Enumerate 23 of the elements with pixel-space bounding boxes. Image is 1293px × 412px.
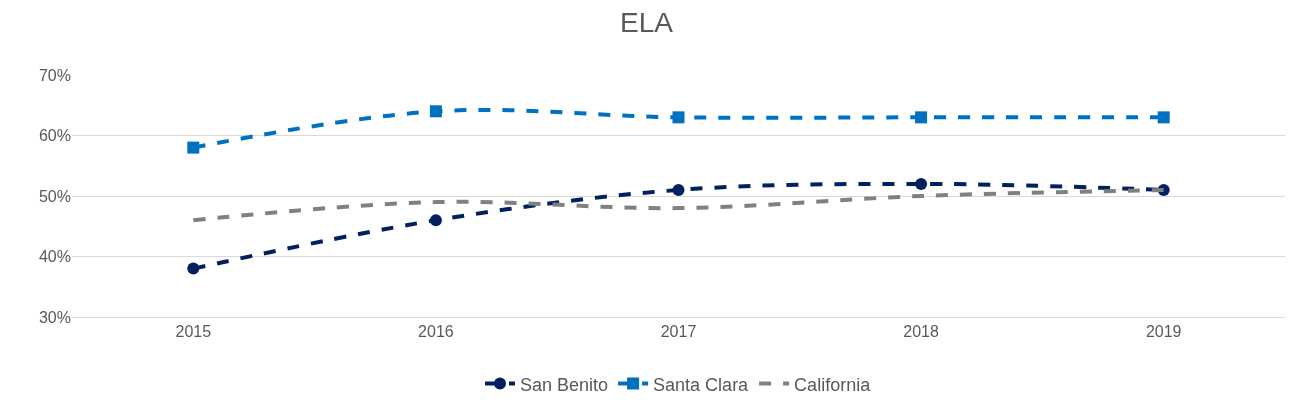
y-tick-label: 60% <box>38 127 71 145</box>
y-tick-label: 70% <box>38 66 71 84</box>
point <box>429 214 442 227</box>
x-tick-label: 2015 <box>175 323 212 341</box>
x-tick-label: 2019 <box>1145 323 1182 341</box>
point <box>915 177 928 190</box>
legend-label: San Benito <box>520 374 609 395</box>
legend-label: California <box>794 374 872 395</box>
x-tick-label: 2017 <box>660 323 697 341</box>
y-tick-label: 40% <box>38 248 71 266</box>
y-tick-label: 50% <box>38 187 71 205</box>
point <box>1157 111 1170 124</box>
point <box>915 111 928 124</box>
point <box>187 262 200 275</box>
x-tick-label: 2018 <box>903 323 939 341</box>
y-tick-label: 30% <box>38 308 71 326</box>
x-tick-label: 2016 <box>418 323 454 341</box>
point <box>672 183 685 196</box>
point <box>672 111 685 124</box>
chart-title: ELA <box>620 6 674 38</box>
legend-label: Santa Clara <box>653 374 750 395</box>
point <box>187 141 200 154</box>
point <box>429 105 442 118</box>
